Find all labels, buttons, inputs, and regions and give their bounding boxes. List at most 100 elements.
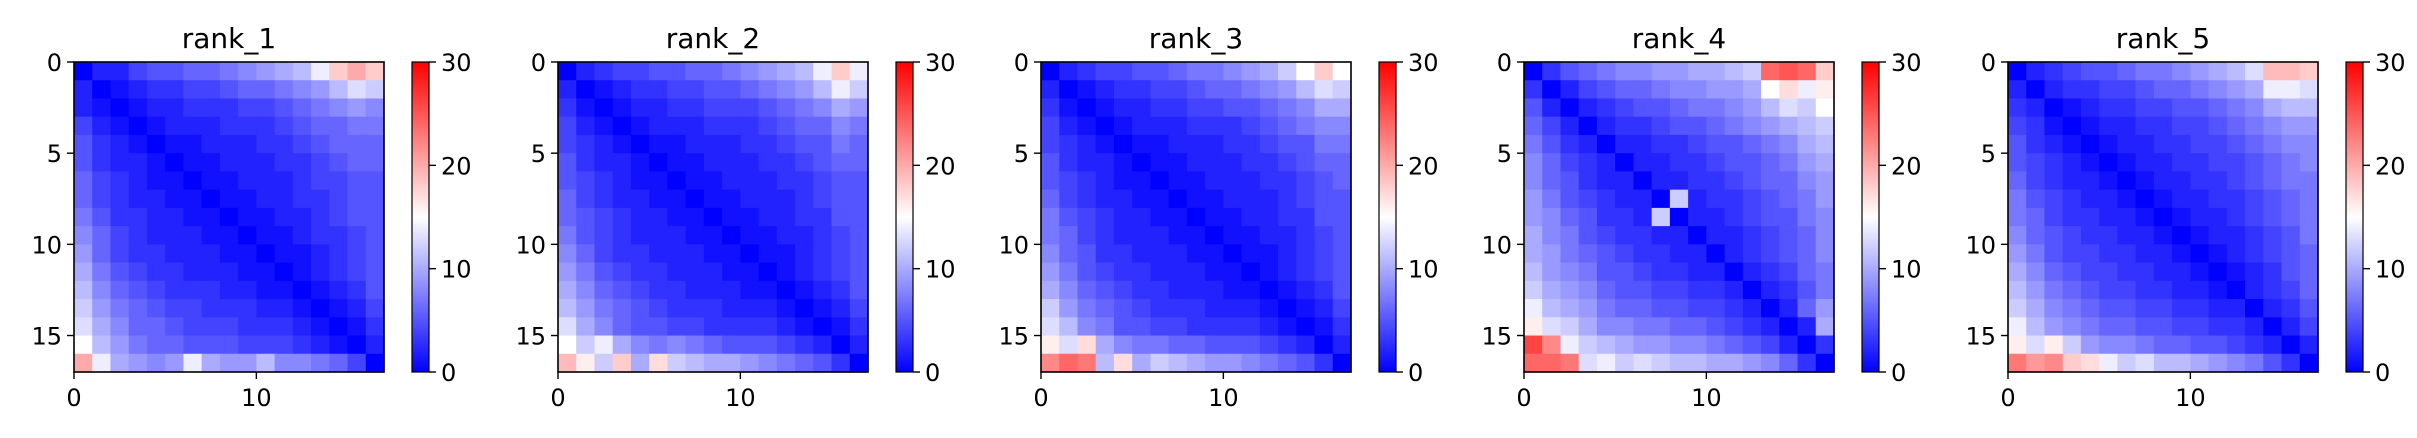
heatmap-cell bbox=[1259, 280, 1279, 300]
heatmap-cell bbox=[576, 98, 596, 118]
heatmap-cell bbox=[1524, 299, 1543, 318]
heatmap-cell bbox=[594, 207, 614, 227]
heatmap-cell bbox=[2062, 244, 2082, 264]
heatmap-cell bbox=[1278, 189, 1297, 209]
heatmap-cell bbox=[274, 353, 294, 373]
heatmap-cell bbox=[1633, 299, 1653, 318]
heatmap-cell bbox=[238, 207, 257, 227]
heatmap-cell bbox=[649, 189, 669, 209]
heatmap-cell bbox=[630, 226, 650, 245]
heatmap-cell bbox=[1332, 353, 1352, 373]
heatmap-cell bbox=[849, 335, 869, 355]
heatmap-cell bbox=[649, 299, 669, 318]
heatmap-cell bbox=[703, 226, 723, 245]
heatmap-cell bbox=[2299, 98, 2319, 118]
heatmap-cell bbox=[1633, 98, 1653, 118]
heatmap-cell bbox=[1651, 226, 1671, 245]
heatmap-cell bbox=[2208, 98, 2228, 118]
heatmap-cell bbox=[1314, 299, 1334, 318]
heatmap-cell bbox=[2226, 189, 2246, 209]
heatmap-cell bbox=[795, 98, 814, 118]
heatmap-cell bbox=[2190, 116, 2210, 136]
heatmap-cell bbox=[292, 80, 312, 100]
heatmap-cell bbox=[365, 207, 385, 227]
heatmap-cell bbox=[165, 80, 185, 100]
heatmap-cell bbox=[146, 189, 166, 209]
heatmap-cell bbox=[630, 189, 650, 209]
heatmap-cell bbox=[2044, 207, 2064, 227]
heatmap-cell bbox=[2099, 280, 2119, 300]
heatmap-cell bbox=[1524, 353, 1543, 373]
heatmap-cell bbox=[110, 80, 130, 100]
heatmap-cell bbox=[2062, 353, 2082, 373]
heatmap-cell bbox=[1742, 335, 1762, 355]
heatmap-cell bbox=[2208, 262, 2228, 282]
heatmap-cell bbox=[2044, 299, 2064, 318]
heatmap-cell bbox=[1615, 299, 1635, 318]
heatmap-cell bbox=[758, 299, 778, 318]
heatmap-cell bbox=[329, 62, 349, 81]
heatmap-cell bbox=[1077, 189, 1097, 209]
heatmap-cell bbox=[2245, 98, 2264, 118]
heatmap-cell bbox=[2299, 335, 2319, 355]
heatmap-cell bbox=[612, 171, 632, 191]
heatmap-cell bbox=[2190, 134, 2210, 154]
heatmap-cell bbox=[2080, 299, 2100, 318]
heatmap-cell bbox=[1241, 116, 1261, 136]
heatmap-cell bbox=[1797, 280, 1817, 300]
heatmap-cell bbox=[292, 207, 312, 227]
heatmap-cell bbox=[165, 207, 185, 227]
heatmap-cell bbox=[311, 116, 330, 136]
heatmap-cell bbox=[183, 189, 203, 209]
heatmap-cell bbox=[1706, 62, 1726, 81]
heatmap-cell bbox=[347, 116, 367, 136]
heatmap-cell bbox=[1041, 353, 1060, 373]
heatmap-cell bbox=[1724, 317, 1744, 337]
heatmap-cell bbox=[292, 153, 312, 173]
heatmap-cell bbox=[1296, 62, 1316, 81]
heatmap-cell bbox=[292, 171, 312, 191]
heatmap-cell bbox=[1633, 280, 1653, 300]
heatmap-cell bbox=[1113, 335, 1133, 355]
heatmap-cell bbox=[2263, 335, 2283, 355]
heatmap-cell bbox=[1223, 134, 1243, 154]
heatmap-cell bbox=[813, 80, 833, 100]
heatmap-cell bbox=[849, 353, 869, 373]
heatmap-cell bbox=[1186, 207, 1206, 227]
heatmap-cell bbox=[2172, 244, 2191, 264]
heatmap-cell bbox=[329, 116, 349, 136]
heatmap-cell bbox=[92, 153, 112, 173]
heatmap-cell bbox=[722, 189, 741, 209]
heatmap-cell bbox=[758, 207, 778, 227]
heatmap-cell bbox=[1706, 244, 1726, 264]
heatmap-cell bbox=[311, 171, 330, 191]
heatmap-cell bbox=[1150, 207, 1170, 227]
heatmap-cell bbox=[667, 317, 687, 337]
heatmap-cell bbox=[1542, 207, 1562, 227]
colorbar-tick-label: 0 bbox=[1891, 359, 1906, 387]
heatmap-cell bbox=[1742, 317, 1762, 337]
heatmap-cell bbox=[365, 116, 385, 136]
heatmap-cell bbox=[576, 189, 596, 209]
heatmap-cell bbox=[219, 80, 239, 100]
heatmap-cell bbox=[2172, 98, 2191, 118]
heatmap-cell bbox=[219, 353, 239, 373]
heatmap-cell bbox=[1742, 153, 1762, 173]
heatmap-cell bbox=[722, 244, 741, 264]
heatmap-cell bbox=[1560, 98, 1580, 118]
heatmap-cell bbox=[92, 280, 112, 300]
heatmap-cell bbox=[2226, 171, 2246, 191]
heatmap-cell bbox=[2135, 317, 2155, 337]
heatmap-cell bbox=[685, 244, 705, 264]
heatmap-cell bbox=[831, 116, 851, 136]
heatmap-cell bbox=[1150, 262, 1170, 282]
heatmap-cell bbox=[128, 317, 148, 337]
heatmap-cell bbox=[1332, 280, 1352, 300]
heatmap-cell bbox=[2080, 153, 2100, 173]
y-tick-label: 15 bbox=[515, 323, 546, 351]
colorbar-tick-label: 10 bbox=[925, 256, 956, 284]
heatmap-cell bbox=[1633, 317, 1653, 337]
heatmap-cell bbox=[183, 280, 203, 300]
